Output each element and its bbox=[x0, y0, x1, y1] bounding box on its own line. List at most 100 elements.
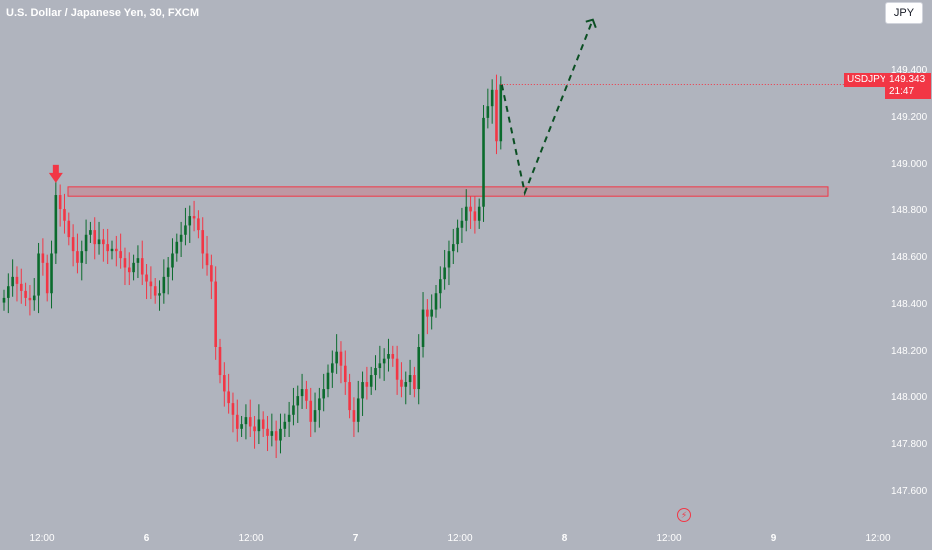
candle-body bbox=[119, 251, 122, 259]
candle-body bbox=[490, 89, 494, 107]
candle-body bbox=[287, 414, 291, 422]
candle-body bbox=[149, 281, 153, 287]
candle-body bbox=[374, 368, 377, 376]
candle-body bbox=[218, 346, 222, 376]
candle-body bbox=[227, 391, 230, 404]
candle-body bbox=[451, 244, 455, 252]
candle-body bbox=[162, 276, 166, 294]
candle-body bbox=[395, 358, 399, 380]
candle-body bbox=[11, 276, 14, 287]
last-price-badge: 149.343 21:47 bbox=[885, 73, 931, 99]
candle-body bbox=[430, 309, 433, 317]
candle-body bbox=[387, 354, 390, 359]
candle-body bbox=[421, 309, 425, 347]
candle-body bbox=[153, 286, 157, 296]
candle-body bbox=[266, 428, 269, 436]
candle-body bbox=[192, 216, 196, 219]
candle-body bbox=[210, 265, 213, 282]
y-tick-label: 149.000 bbox=[891, 158, 928, 170]
candle-body bbox=[318, 398, 321, 411]
candle-body bbox=[400, 379, 403, 387]
y-tick-label: 148.200 bbox=[891, 345, 928, 357]
currency-button[interactable]: JPY bbox=[885, 2, 923, 24]
candle-body bbox=[223, 375, 226, 392]
candle-body bbox=[283, 421, 287, 429]
candle-body bbox=[257, 419, 261, 432]
candle-body bbox=[439, 279, 442, 294]
symbol-badge: USDJPY bbox=[844, 73, 890, 87]
x-tick-label: 12:00 bbox=[29, 533, 55, 544]
candle-body bbox=[469, 206, 472, 212]
candle-body bbox=[335, 351, 338, 364]
candle-body bbox=[356, 398, 360, 422]
candle-body bbox=[132, 262, 135, 273]
candle-body bbox=[197, 218, 200, 231]
candle-body bbox=[300, 389, 304, 397]
candle-body bbox=[369, 375, 373, 387]
candle-body bbox=[477, 206, 481, 221]
candle-body bbox=[188, 216, 192, 226]
signal-arrow-shaft bbox=[52, 164, 59, 174]
candle-body bbox=[171, 253, 174, 268]
candle-body bbox=[426, 309, 429, 317]
candle-body bbox=[447, 251, 451, 268]
signal-arrow-head bbox=[48, 172, 63, 183]
candle-body bbox=[309, 400, 313, 422]
candle-body bbox=[305, 389, 308, 401]
x-tick-label: 9 bbox=[770, 533, 777, 544]
candle-body bbox=[7, 286, 10, 298]
candle-body bbox=[322, 389, 325, 399]
candle-body bbox=[32, 295, 36, 301]
x-tick-label: 6 bbox=[143, 533, 150, 544]
candle-body bbox=[127, 267, 131, 273]
y-tick-label: 148.400 bbox=[891, 298, 928, 310]
y-tick-label: 148.600 bbox=[891, 252, 928, 264]
x-tick-label: 12:00 bbox=[238, 533, 264, 544]
candle-body bbox=[19, 283, 23, 291]
candle-body bbox=[136, 258, 140, 263]
candle-body bbox=[67, 220, 71, 238]
candle-body bbox=[296, 396, 300, 406]
candle-body bbox=[166, 267, 170, 277]
candle-body bbox=[270, 431, 274, 436]
candle-body bbox=[205, 253, 209, 266]
candle-body bbox=[179, 234, 183, 242]
candle-body bbox=[378, 363, 382, 369]
candle-body bbox=[361, 382, 364, 399]
y-tick-label: 147.800 bbox=[891, 439, 928, 451]
candle-body bbox=[499, 84, 503, 142]
candle-body bbox=[352, 410, 356, 422]
candle-body bbox=[184, 225, 187, 235]
candle-body bbox=[248, 417, 252, 427]
candle-body bbox=[158, 293, 161, 296]
candle-body bbox=[482, 117, 485, 207]
candle-body bbox=[45, 262, 49, 294]
chart-title: U.S. Dollar / Japanese Yen, 30, FXCM bbox=[6, 7, 199, 19]
x-tick-label: 7 bbox=[352, 533, 359, 544]
candle-body bbox=[63, 209, 66, 221]
x-tick-label: 12:00 bbox=[656, 533, 682, 544]
candle-body bbox=[15, 276, 19, 284]
candle-body bbox=[253, 426, 256, 432]
candle-body bbox=[71, 237, 75, 252]
lightning-icon[interactable]: ⚡ bbox=[677, 508, 691, 522]
resistance-zone bbox=[67, 186, 829, 197]
candle-body bbox=[279, 428, 282, 441]
projection-arrowhead bbox=[585, 18, 597, 29]
candle-body bbox=[106, 244, 109, 252]
candle-body bbox=[37, 253, 40, 296]
x-tick-label: 12:00 bbox=[865, 533, 891, 544]
candle-body bbox=[235, 414, 239, 429]
candle-body bbox=[80, 251, 84, 263]
candle-body bbox=[231, 403, 235, 415]
x-tick-label: 12:00 bbox=[447, 533, 473, 544]
candle-body bbox=[464, 206, 468, 221]
candle-body bbox=[140, 258, 144, 275]
candle-body bbox=[93, 230, 97, 245]
candle-body bbox=[434, 293, 438, 310]
candle-body bbox=[348, 382, 351, 411]
candle-body bbox=[408, 375, 412, 383]
candle-body bbox=[495, 89, 498, 142]
candle-body bbox=[274, 431, 278, 441]
